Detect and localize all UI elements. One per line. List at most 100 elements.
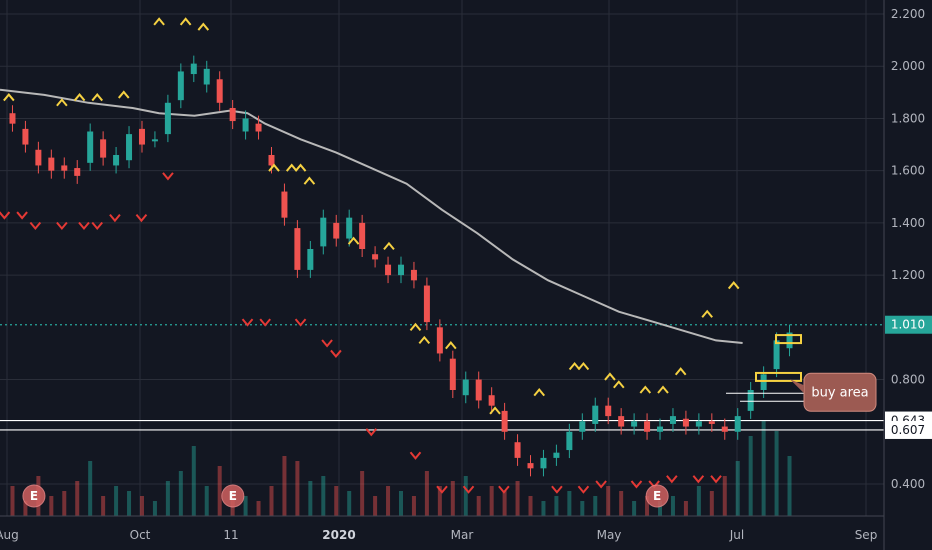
candle-body: [488, 395, 495, 406]
signal-up-marker: [153, 17, 165, 26]
candle-body: [644, 421, 651, 432]
volume-bar: [554, 496, 559, 516]
candle-body: [229, 108, 236, 122]
annotation-pointer: [790, 379, 804, 394]
volume-bar: [696, 486, 701, 516]
signal-up-marker: [179, 17, 192, 26]
candle-body: [138, 128, 145, 145]
x-tick-label: Sep: [855, 528, 878, 542]
signal-down-marker: [135, 214, 148, 223]
candle-body: [410, 269, 417, 281]
signal-down-marker: [577, 485, 590, 494]
candle-body: [657, 426, 664, 432]
candle-body: [126, 134, 133, 161]
price-level-badge-label: 1.010: [891, 318, 925, 332]
volume-bar: [658, 501, 663, 516]
candle-body: [333, 222, 340, 239]
volume-bar: [75, 481, 80, 516]
volume-bar: [787, 456, 792, 516]
volume-bar: [295, 461, 300, 516]
signal-up-marker: [409, 322, 422, 331]
candle-body: [281, 191, 288, 218]
candle-body: [320, 217, 327, 247]
volume-bar: [515, 481, 520, 516]
candles: [9, 55, 793, 477]
signal-up-marker: [197, 22, 210, 31]
y-tick-label: 0.800: [891, 373, 925, 387]
earnings-marker: [645, 484, 669, 508]
candle-body: [527, 463, 534, 469]
volume-bar: [321, 476, 326, 516]
volume-bar: [308, 481, 313, 516]
candle-body: [631, 421, 638, 427]
signals: [0, 17, 740, 494]
signal-up-marker: [577, 361, 590, 371]
candle-body: [605, 405, 612, 417]
signal-down-marker: [259, 318, 271, 327]
volume-bar: [645, 496, 650, 516]
volume-bar: [528, 496, 533, 516]
x-tick-label: May: [597, 528, 622, 542]
volume-bar: [411, 496, 416, 516]
volume-bar: [178, 471, 183, 516]
candle-body: [242, 118, 249, 132]
volume-bar: [217, 466, 222, 516]
volume-bar: [709, 491, 714, 516]
candle-body: [760, 374, 767, 390]
volume-bar: [360, 471, 365, 516]
volume-bar: [386, 486, 391, 516]
signal-down-marker: [365, 428, 378, 437]
candle-body: [514, 442, 521, 458]
x-tick-label: Jul: [729, 528, 744, 542]
signal-up-marker: [383, 241, 395, 251]
candle-body: [398, 264, 404, 276]
signal-up-marker: [533, 388, 546, 397]
signal-up-marker: [639, 385, 652, 394]
signal-up-marker: [701, 309, 713, 318]
x-tick-label: 11: [223, 528, 238, 542]
annotations: buy area: [726, 372, 877, 412]
candle-body: [566, 431, 573, 451]
volume-bar: [632, 501, 637, 516]
signal-down-marker: [666, 475, 678, 484]
candle-body: [695, 421, 702, 427]
signal-down-marker: [16, 211, 28, 220]
candle-body: [9, 113, 16, 124]
volume-bar: [735, 461, 740, 516]
candle-body: [190, 63, 197, 75]
volume-bar: [256, 501, 261, 516]
volume-bar: [761, 421, 766, 516]
volume-bar: [567, 491, 572, 516]
signal-up-marker: [285, 163, 298, 172]
volume-bar: [10, 486, 15, 516]
signal-down-marker: [0, 211, 11, 220]
y-tick-label: 1.400: [891, 216, 925, 230]
candle-body: [151, 139, 158, 142]
x-tick-label: Mar: [451, 528, 474, 542]
y-tick-label: 1.200: [891, 268, 925, 282]
volume-bar: [722, 476, 727, 516]
x-tick-label: 2020: [322, 528, 355, 542]
candle-body: [359, 222, 366, 249]
volume-bar: [606, 486, 611, 516]
candle-body: [423, 285, 430, 323]
volume-bar: [243, 496, 248, 516]
price-level-badge: [885, 315, 932, 334]
price-level-badge-label: 0.607: [891, 423, 925, 437]
volume-bar: [152, 501, 157, 516]
signal-up-marker: [604, 372, 616, 381]
candle-body: [307, 249, 314, 270]
candle-body: [462, 379, 469, 396]
signal-up-marker: [294, 163, 307, 172]
volume-bar: [347, 491, 352, 516]
volume-bar: [269, 486, 274, 516]
annotation-text: buy area: [811, 385, 868, 400]
volume-bar: [593, 496, 598, 516]
candle-body: [553, 452, 560, 458]
candle-body: [35, 149, 42, 166]
earnings-marker: [22, 484, 46, 508]
volume-bar: [424, 471, 429, 516]
